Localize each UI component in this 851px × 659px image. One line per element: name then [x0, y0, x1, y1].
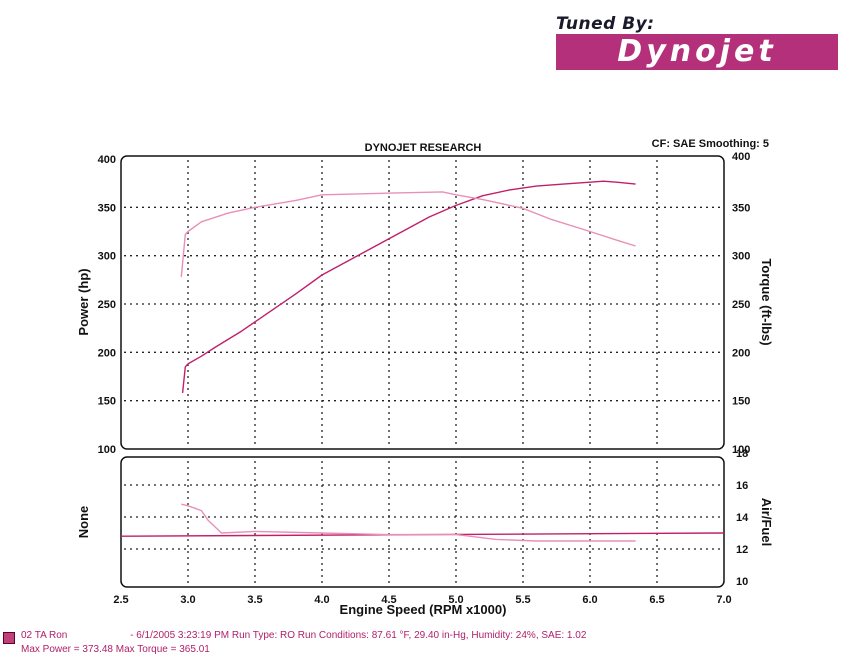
- top-right-ticks: 400 350 300 250 200 150 100: [732, 151, 750, 456]
- power-tick-label: 400: [98, 154, 116, 166]
- rpm-tick-label: 5.5: [515, 594, 530, 606]
- run-color-swatch: [3, 632, 15, 644]
- torque-tick-label: 150: [732, 396, 750, 408]
- torque-tick-label: 350: [732, 202, 750, 214]
- brand-text: Dynojet: [556, 34, 838, 70]
- rpm-tick-label: 6.0: [582, 594, 597, 606]
- rpm-tick-label: 7.0: [716, 594, 731, 606]
- tuned-by-text: Tuned By:: [556, 14, 655, 34]
- chart-note: CF: SAE Smoothing: 5: [652, 138, 769, 150]
- air-fuel-tick-label: 18: [736, 448, 748, 460]
- top-series-line-1: [181, 180, 636, 393]
- x-tick-labels: 2.5 3.0 3.5 4.0 4.5 5.0 5.5 6.0 6.5 7.0: [113, 594, 731, 606]
- power-tick-label: 250: [98, 299, 116, 311]
- top-panel: 400 350 300 250 200 150 100 400 350 300 250 200 150…: [76, 151, 774, 456]
- top-panel-frame: [120, 155, 725, 450]
- bottom-grid: [124, 461, 721, 584]
- power-tick-label: 150: [98, 396, 116, 408]
- power-axis-label: Power (hp): [76, 268, 91, 335]
- rpm-tick-label: 2.5: [113, 594, 128, 606]
- power-tick-label: 100: [98, 444, 116, 456]
- power-tick-label: 300: [98, 251, 116, 263]
- bottom-series-line-2: [181, 503, 636, 542]
- rpm-tick-label: 3.5: [247, 594, 262, 606]
- bottom-panel-frame: [120, 456, 725, 588]
- chart-title: DYNOJET RESEARCH: [365, 142, 482, 154]
- run-conditions: - 6/1/2005 3:23:19 PM Run Type: RO Run C…: [130, 630, 587, 641]
- run-name: 02 TA Ron: [21, 630, 68, 641]
- none-axis-label: None: [76, 506, 91, 539]
- dynojet-logo: Tuned By: Dynojet: [556, 14, 838, 72]
- rpm-tick-label: 3.0: [180, 594, 195, 606]
- bottom-panel: 18 16 14 12 10 None Air/Fuel: [76, 448, 774, 588]
- power-tick-label: 350: [98, 202, 116, 214]
- rpm-tick-label: 4.0: [314, 594, 329, 606]
- torque-tick-label: 300: [732, 251, 750, 263]
- air-fuel-ticks: 18 16 14 12 10: [736, 448, 749, 588]
- torque-axis-label: Torque (ft-lbs): [759, 258, 774, 345]
- rpm-tick-label: 5.0: [448, 594, 463, 606]
- top-series-line-2: [180, 191, 636, 277]
- run-info-line: 02 TA Ron - 6/1/2005 3:23:19 PM Run Type…: [21, 630, 586, 641]
- rpm-tick-label: 6.5: [649, 594, 664, 606]
- torque-tick-label: 400: [732, 151, 750, 163]
- power-tick-label: 200: [98, 347, 116, 359]
- air-fuel-tick-label: 14: [736, 512, 749, 524]
- air-fuel-tick-label: 10: [736, 576, 748, 588]
- air-fuel-tick-label: 12: [736, 544, 748, 556]
- air-fuel-axis-label: Air/Fuel: [759, 498, 774, 546]
- torque-tick-label: 200: [732, 347, 750, 359]
- top-series: [180, 180, 636, 393]
- rpm-tick-label: 4.5: [381, 594, 396, 606]
- top-left-ticks: 400 350 300 250 200 150 100: [98, 154, 116, 456]
- torque-tick-label: 250: [732, 299, 750, 311]
- air-fuel-tick-label: 16: [736, 480, 748, 492]
- run-footer: 02 TA Ron - 6/1/2005 3:23:19 PM Run Type…: [0, 628, 851, 659]
- max-values: Max Power = 373.48 Max Torque = 365.01: [21, 644, 210, 655]
- torque-tick-label: 100: [732, 444, 750, 456]
- bottom-series: [120, 503, 725, 542]
- engine-speed-axis-label: Engine Speed (RPM x1000): [340, 602, 507, 617]
- dyno-chart: DYNOJET RESEARCH CF: SAE Smoothing: 5 40…: [76, 138, 774, 617]
